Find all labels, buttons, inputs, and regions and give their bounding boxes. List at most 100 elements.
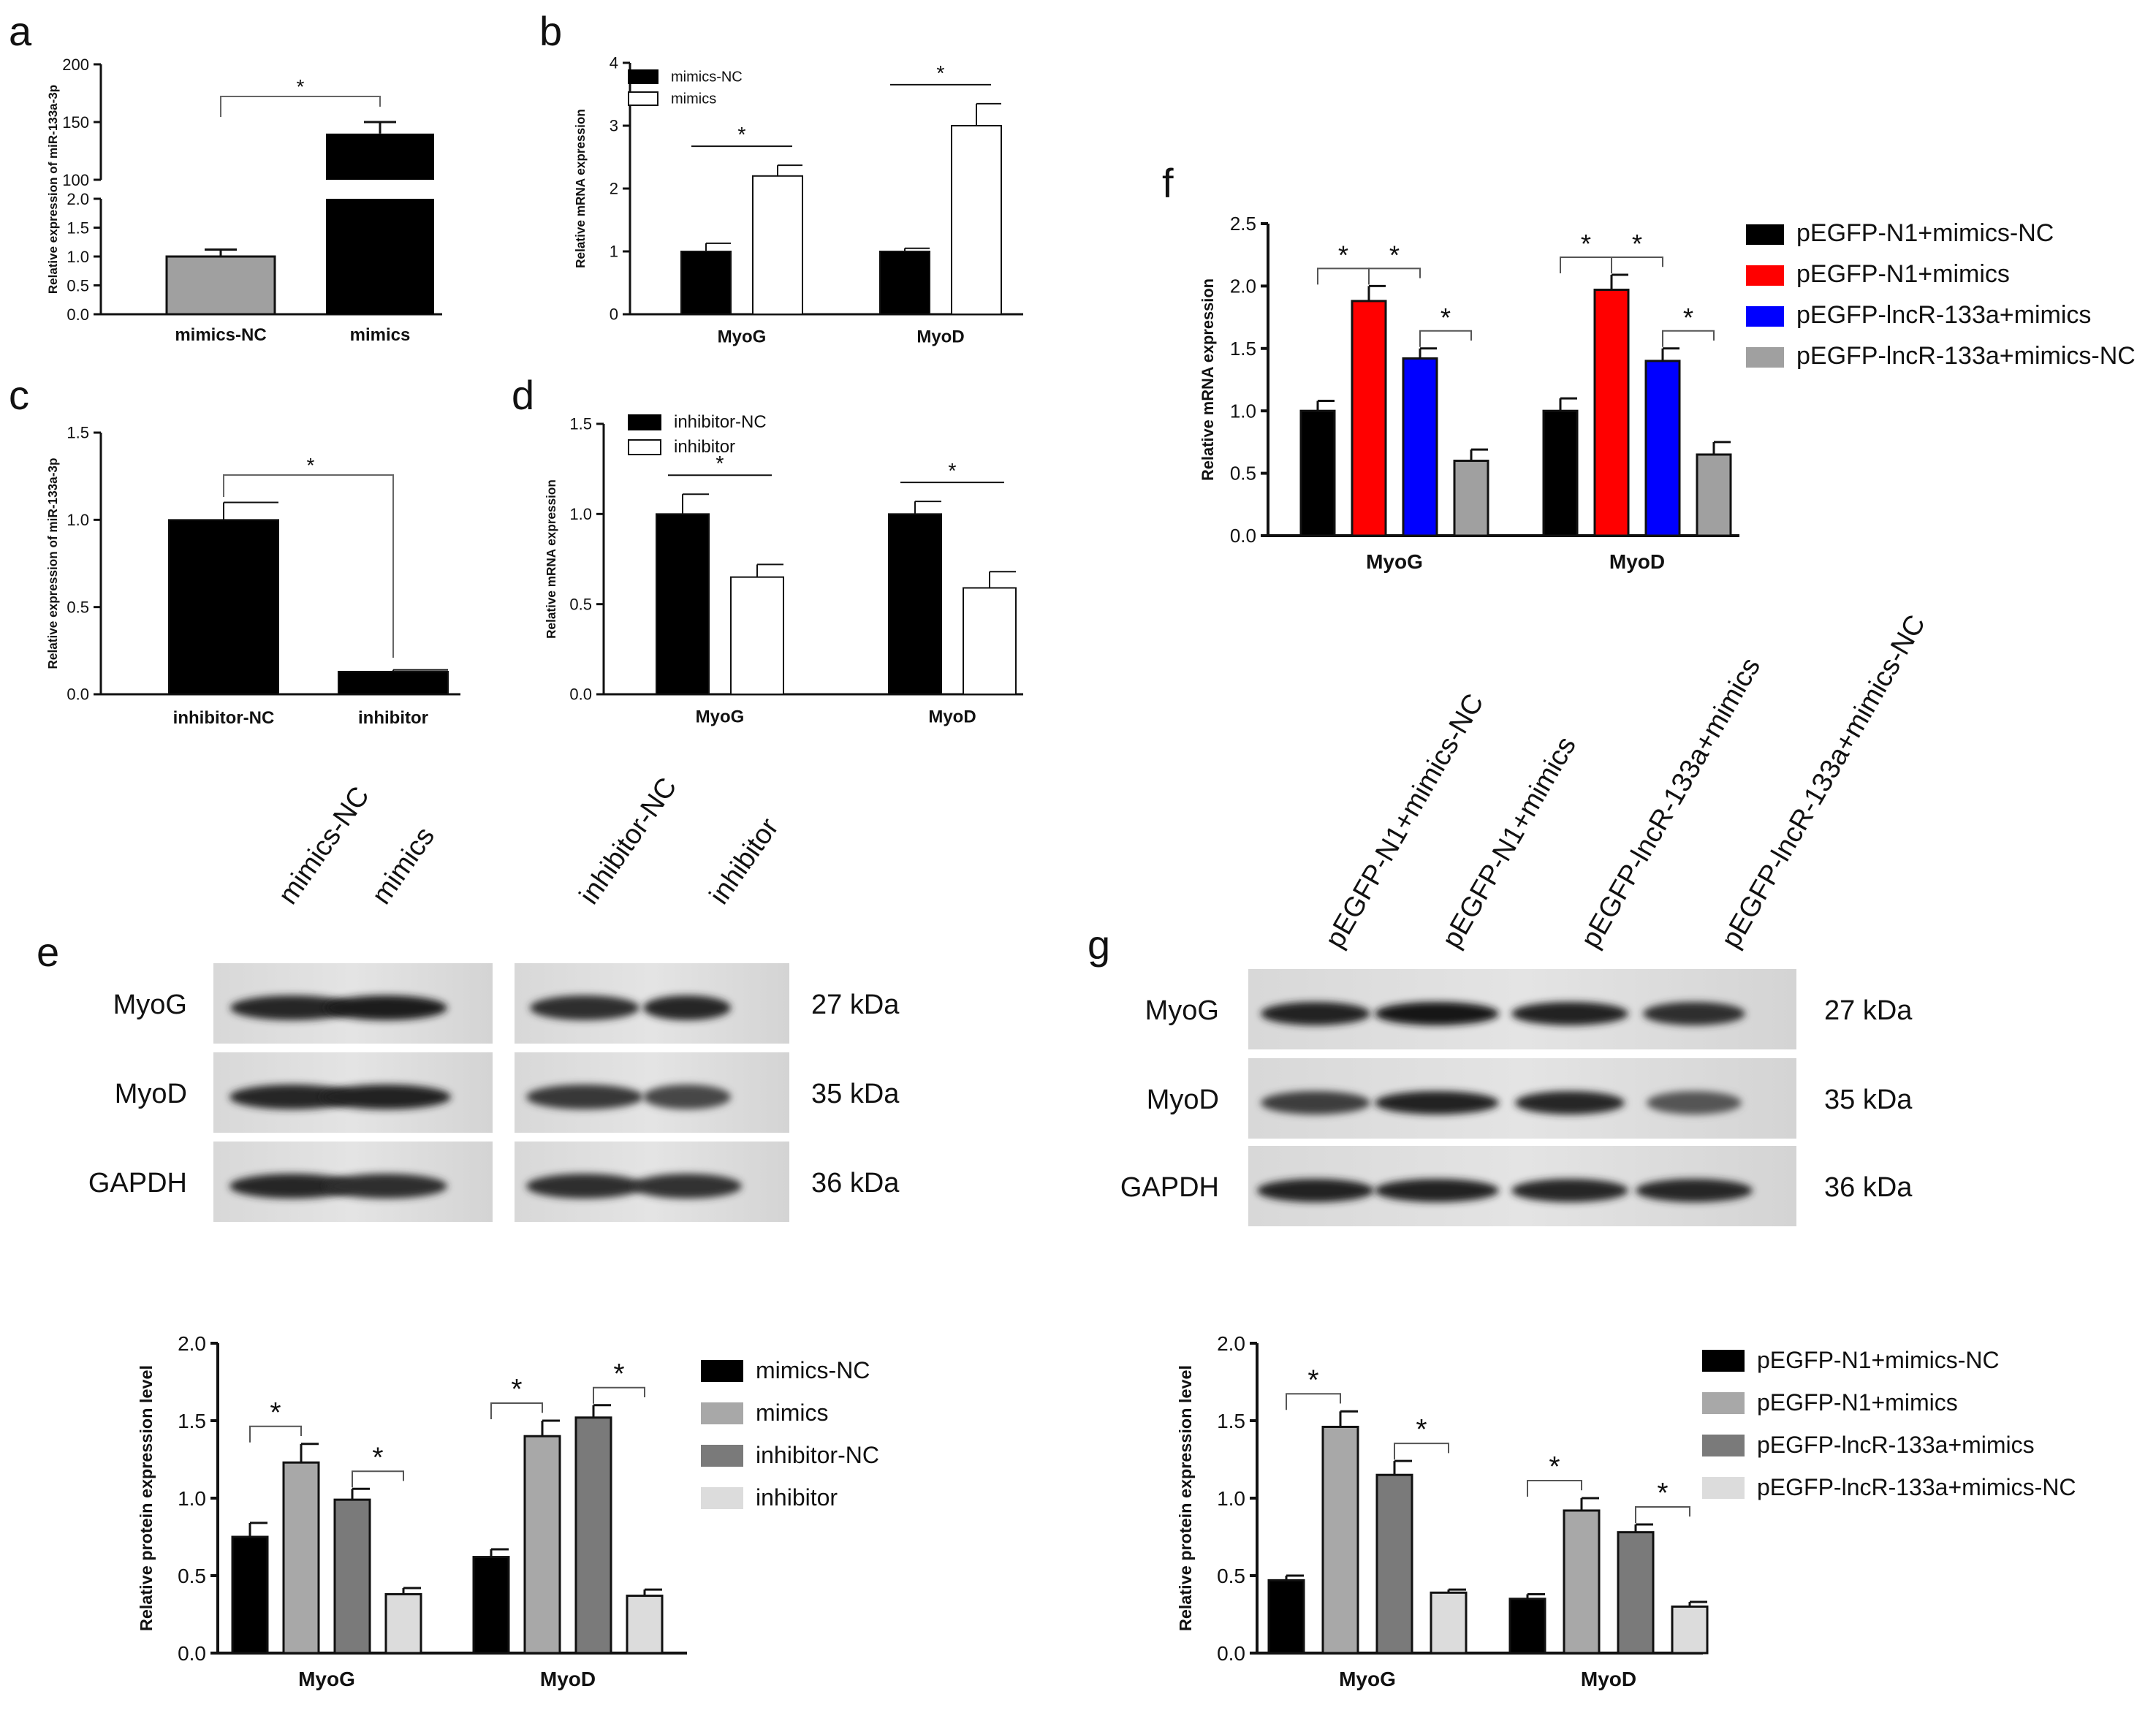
b-sig-star: * — [737, 124, 745, 147]
a-y-tick-label: 200 — [62, 56, 89, 74]
blot-e-size-label: 35 kDa — [811, 1079, 900, 1109]
f-bar — [1453, 460, 1489, 537]
g-quant-y-axis-label: Relative protein expression level — [1176, 1365, 1195, 1631]
f-sig-bracket — [1662, 330, 1715, 347]
e-quant-sig-bracket — [593, 1386, 645, 1404]
chart-g-quant: 0.0 0.5 1.0 1.5 2.0 Relative protein expressi… — [1176, 1332, 2076, 1690]
e-quant-sig-star: * — [613, 1359, 624, 1390]
blot-e-band — [230, 995, 354, 1020]
e-quant-bar — [472, 1556, 510, 1655]
f-bar — [1593, 289, 1630, 537]
e-quant-bar — [523, 1435, 561, 1655]
c-y-tick-label: 1.0 — [67, 511, 89, 529]
f-category-label: MyoD — [1609, 550, 1665, 573]
b-y-axis-label: Relative mRNA expression — [573, 109, 588, 268]
g-quant-bar — [1375, 1473, 1413, 1655]
f-legend-label: pEGFP-N1+mimics — [1796, 260, 2010, 288]
b-y-tick-label: 1 — [610, 243, 618, 261]
blot-g-band — [1511, 1002, 1628, 1025]
f-y-tick-label: 0.0 — [1230, 525, 1256, 547]
chart-d: 0.0 0.5 1.0 1.5 Relative mRNA expression MyoG… — [544, 412, 1023, 726]
blots-layer: MyoG 27 kDa MyoD 35 kDa GAPDH 36 kDa mimics-NC… — [88, 610, 1932, 1226]
a-y-tick-label: 0.0 — [67, 305, 89, 324]
d-bar — [656, 513, 710, 695]
e-quant-sig-star: * — [270, 1397, 281, 1429]
blot-e-band — [229, 1085, 355, 1109]
g-quant-bar — [1321, 1425, 1359, 1655]
d-bar — [963, 587, 1017, 696]
c-sig-star: * — [307, 454, 315, 476]
f-bar — [1644, 360, 1681, 537]
blot-e-lane-label: mimics — [366, 821, 441, 910]
d-sig-star: * — [948, 460, 956, 483]
b-legend-swatch — [628, 91, 658, 106]
e-quant-legend-swatch — [701, 1360, 743, 1382]
blot-g-band — [1261, 1002, 1370, 1025]
g-quant-y-tick-label: 1.0 — [1217, 1487, 1245, 1510]
f-bar — [1299, 409, 1336, 537]
blot-g-band — [1511, 1179, 1628, 1202]
g-quant-legend-label: pEGFP-N1+mimics-NC — [1757, 1347, 2000, 1373]
e-quant-y-tick-label: 0.5 — [178, 1565, 206, 1587]
blot-e-size-label: 36 kDa — [811, 1168, 900, 1199]
b-y-tick-label: 4 — [610, 54, 618, 72]
a-y-tick-label: 1.5 — [67, 219, 89, 238]
a-y-tick-label: 0.5 — [67, 277, 89, 295]
g-quant-sig-star: * — [1657, 1478, 1668, 1509]
g-quant-y-tick-label: 2.0 — [1217, 1332, 1245, 1355]
g-quant-sig-star: * — [1416, 1414, 1427, 1446]
b-legend-swatch — [628, 69, 658, 84]
g-quant-sig-bracket — [1635, 1506, 1690, 1524]
a-category-label: mimics-NC — [175, 325, 266, 345]
b-bar — [752, 175, 803, 315]
d-legend-swatch — [628, 439, 661, 455]
panel-label-e: e — [37, 929, 59, 975]
f-legend-swatch — [1746, 265, 1784, 286]
b-sig-star: * — [936, 62, 944, 86]
a-y-tick-label: 1.0 — [67, 248, 89, 266]
blot-e-band — [526, 1085, 643, 1109]
blot-e-size-label: 27 kDa — [811, 990, 900, 1020]
e-quant-legend-label: mimics — [756, 1399, 829, 1426]
d-sig-star: * — [715, 452, 724, 476]
f-sig-bracket — [1317, 267, 1370, 285]
b-legend-label: mimics — [671, 91, 716, 107]
b-y-tick-label: 2 — [610, 180, 618, 198]
g-quant-legend-label: pEGFP-lncR-133a+mimics — [1757, 1432, 2035, 1458]
blot-g-band — [1375, 1179, 1499, 1202]
e-quant-legend-label: inhibitor-NC — [756, 1442, 879, 1468]
e-quant-sig-bracket — [249, 1425, 302, 1443]
f-sig-bracket — [1560, 257, 1612, 274]
g-quant-legend-label: pEGFP-lncR-133a+mimics-NC — [1757, 1474, 2076, 1500]
blot-g-band — [1375, 1002, 1499, 1025]
f-bar — [1696, 453, 1732, 537]
f-legend-swatch — [1746, 347, 1784, 368]
f-legend-swatch — [1746, 306, 1784, 327]
g-quant-category-label: MyoD — [1581, 1668, 1636, 1690]
g-quant-sig-bracket — [1527, 1480, 1582, 1497]
b-category-label: MyoG — [718, 327, 767, 346]
g-quant-y-tick-label: 1.5 — [1217, 1410, 1245, 1432]
e-quant-sig-bracket — [352, 1470, 404, 1488]
f-y-tick-label: 2.0 — [1230, 276, 1256, 297]
g-quant-category-label: MyoG — [1339, 1668, 1396, 1690]
c-y-tick-label: 0.0 — [67, 685, 89, 704]
c-bar — [168, 519, 279, 695]
c-category-label: inhibitor-NC — [173, 708, 275, 728]
blot-e-band — [530, 995, 639, 1020]
f-sig-star: * — [1581, 229, 1591, 259]
g-quant-legend-swatch — [1702, 1392, 1745, 1414]
e-quant-sig-bracket — [490, 1402, 543, 1419]
d-category-label: MyoG — [696, 707, 745, 726]
d-category-label: MyoD — [928, 707, 976, 726]
blot-g: MyoG 27 kDa MyoD 35 kDa GAPDH 36 kDa pEGFP-N1+… — [1120, 610, 1932, 1226]
e-quant-category-label: MyoG — [298, 1668, 355, 1690]
blot-g-size-label: 36 kDa — [1824, 1172, 1913, 1203]
f-y-axis-label: Relative mRNA expression — [1199, 278, 1217, 481]
g-quant-y-tick-label: 0.0 — [1217, 1642, 1245, 1665]
g-quant-bar — [1617, 1531, 1655, 1655]
b-legend-label: mimics-NC — [671, 69, 743, 85]
b-bar — [951, 125, 1002, 315]
c-y-tick-label: 1.5 — [67, 424, 89, 442]
